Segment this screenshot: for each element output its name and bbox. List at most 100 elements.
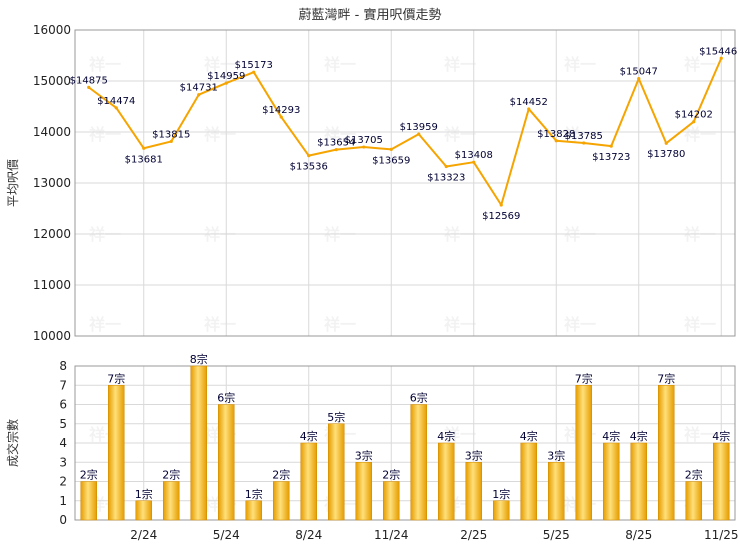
price-point [554, 139, 558, 143]
count-data-label: 7宗 [657, 371, 675, 385]
price-point [224, 81, 228, 85]
price-data-label: $14875 [70, 75, 108, 86]
count-data-label: 4宗 [602, 429, 620, 443]
count-bar [190, 365, 207, 521]
price-tick-label: 12000 [33, 227, 71, 241]
price-data-label: $13828 [537, 129, 575, 140]
price-tick-label: 11000 [33, 278, 71, 292]
watermark-text: 祥一 [444, 55, 476, 74]
watermark-text: 祥一 [684, 425, 716, 444]
price-data-label: $13785 [565, 131, 603, 142]
watermark-text: 祥一 [324, 125, 356, 144]
watermark-text: 祥一 [89, 315, 121, 334]
count-data-label: 5宗 [327, 410, 345, 424]
price-data-label: $13654 [317, 138, 355, 149]
watermark-text: 祥一 [564, 315, 596, 334]
price-point [417, 132, 421, 136]
count-tick-label: 8 [59, 359, 67, 373]
price-data-label: $13780 [647, 149, 685, 160]
price-data-label: $13323 [427, 173, 465, 184]
count-bar [383, 481, 400, 521]
price-line-chart: 10000 11000 12000 13000 14000 15000 16000 $1487… [33, 23, 737, 343]
count-data-label: 4宗 [437, 429, 455, 443]
count-bar [300, 442, 317, 521]
price-data-label: $13815 [152, 129, 190, 140]
price-data-label: $13723 [592, 152, 630, 163]
price-data-label: $14731 [180, 83, 218, 94]
count-data-label: 4宗 [300, 429, 318, 443]
price-data-label: $13408 [455, 150, 493, 161]
count-data-label: 3宗 [355, 448, 373, 462]
count-data-label: 4宗 [712, 429, 730, 443]
count-bar [80, 481, 97, 521]
price-tick-label: 13000 [33, 176, 71, 190]
count-data-label: 4宗 [520, 429, 538, 443]
price-data-label: $14452 [510, 97, 548, 108]
month-tick-label: 11/25 [704, 528, 739, 542]
count-bar [245, 500, 262, 521]
watermark-text: 祥一 [684, 315, 716, 334]
count-data-label: 2宗 [80, 468, 98, 482]
price-data-label: $13659 [372, 155, 410, 166]
count-bar [465, 462, 482, 521]
count-data-label: 2宗 [162, 468, 180, 482]
price-tick-label: 16000 [33, 23, 71, 37]
price-point [197, 93, 201, 97]
price-point [582, 141, 586, 145]
count-data-label: 6宗 [410, 391, 428, 405]
month-tick-label: 2/25 [460, 528, 487, 542]
count-data-label: 7宗 [107, 371, 125, 385]
count-bar [438, 442, 455, 521]
price-plot-frame [74, 29, 736, 337]
count-bar [630, 442, 647, 521]
price-data-label: $12569 [482, 211, 520, 222]
watermark-text: 祥一 [444, 125, 476, 144]
price-point [87, 85, 91, 89]
count-tick-label: 7 [59, 378, 67, 392]
count-bar [410, 404, 427, 521]
month-tick-label: 8/25 [625, 528, 652, 542]
price-data-label: $15446 [699, 46, 737, 57]
chart-title: 蔚藍灣畔 - 實用呎價走勢 [299, 7, 442, 23]
price-point [307, 154, 311, 158]
count-tick-label: 0 [59, 513, 67, 527]
count-data-label: 1宗 [135, 487, 153, 501]
count-bar [575, 385, 592, 521]
count-data-label: 6宗 [217, 391, 235, 405]
price-point [252, 70, 256, 74]
count-tick-label: 6 [59, 398, 67, 412]
month-tick-label: 11/24 [374, 528, 409, 542]
count-bar [658, 385, 675, 521]
watermark-text: 祥一 [324, 55, 356, 74]
price-tick-label: 14000 [33, 125, 71, 139]
month-tick-label: 5/24 [213, 528, 240, 542]
month-tick-label: 2/24 [130, 528, 157, 542]
count-data-label: 7宗 [575, 371, 593, 385]
watermark-text: 祥一 [204, 315, 236, 334]
price-point [472, 160, 476, 164]
watermark-text: 祥一 [564, 55, 596, 74]
count-bar [218, 404, 235, 521]
count-bar [135, 500, 152, 521]
count-plot-frame [74, 365, 736, 521]
price-point [142, 146, 146, 150]
count-bar [603, 442, 620, 521]
count-bar [163, 481, 180, 521]
count-data-label: 1宗 [245, 487, 263, 501]
month-tick-label: 8/24 [295, 528, 322, 542]
count-bar [548, 462, 565, 521]
watermark-text: 祥一 [444, 315, 476, 334]
price-data-label: $13705 [345, 135, 383, 146]
watermark-text: 祥一 [564, 125, 596, 144]
price-point [444, 164, 448, 169]
count-tick-label: 4 [59, 436, 67, 450]
watermark-text: 祥一 [684, 55, 716, 74]
price-point [637, 77, 641, 81]
price-point [664, 141, 668, 145]
count-data-label: 3宗 [465, 448, 483, 462]
price-point [609, 144, 613, 148]
price-axis-label: 平均呎價 [6, 159, 20, 207]
count-data-label: 2宗 [272, 468, 290, 482]
count-bar [520, 442, 537, 521]
